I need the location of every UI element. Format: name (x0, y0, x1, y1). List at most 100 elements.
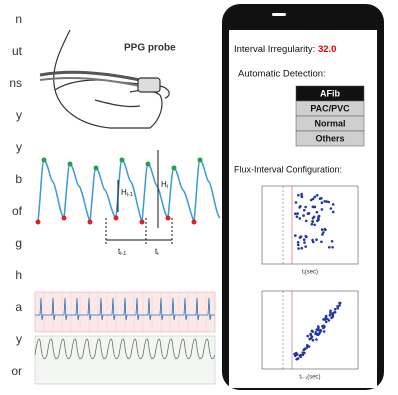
scatter-dot (297, 247, 300, 250)
scatter-dot (312, 240, 315, 244)
scatter-dot (325, 200, 328, 203)
ppg-strip-line (34, 338, 216, 360)
option-box (295, 130, 365, 147)
scatter-dot (306, 334, 310, 338)
annotation-label: ti-1 (118, 247, 126, 257)
option-label: PAC/PVC (310, 103, 350, 113)
scatter-dot (294, 201, 298, 204)
trough-dot (61, 215, 67, 221)
trough-dot (165, 215, 171, 221)
phone-screen (229, 30, 377, 388)
label-main: H (121, 188, 127, 197)
scatter-dot (300, 194, 304, 198)
option-label: AFib (320, 88, 340, 98)
peak-dot (119, 157, 125, 163)
scatter-plots: tᵢ(sec) tᵢ₋₁(sec) (261, 185, 359, 381)
scatter-dot (302, 209, 306, 212)
scatter-dot (297, 193, 300, 197)
scatter-dot (331, 203, 335, 206)
scatter-dot (315, 210, 319, 214)
scatter-dot (311, 220, 314, 223)
phone-speaker (272, 13, 286, 16)
scatter-dot (296, 241, 300, 244)
label-sub: i-1 (127, 192, 133, 198)
scatter-dot (303, 351, 306, 355)
scatter-dot (317, 214, 321, 218)
peak-dot (41, 157, 47, 163)
scatter-dot (307, 345, 311, 348)
scatter-dot (300, 246, 304, 250)
scatter-dot (331, 210, 335, 214)
peak-dot (197, 157, 203, 163)
trough-dot (35, 219, 41, 225)
ppg-line (37, 159, 221, 223)
scatter-dot (322, 324, 326, 328)
scatter-dot (315, 238, 318, 241)
irregularity: Interval Irregularity: 32.0 (234, 44, 336, 55)
trough-dot (113, 215, 119, 221)
scatter-dot (320, 240, 323, 244)
scatter-dot (330, 316, 333, 320)
text-fragment: y (16, 108, 22, 122)
label-main: t (155, 247, 158, 256)
scatter-dot (323, 200, 327, 203)
scatter-dot (329, 207, 333, 210)
label-sub: i-1 (120, 251, 126, 257)
scatter-dot (295, 215, 299, 218)
text-fragment: y (16, 140, 22, 154)
scatter-dot (332, 311, 335, 315)
scatter-dot (312, 215, 316, 219)
scatter-dot (309, 332, 312, 336)
ecg-strips (34, 291, 216, 385)
scatter-dot (299, 205, 302, 208)
scatter-dot (313, 195, 317, 199)
trough-dot (191, 219, 197, 225)
text-fragment: ns (9, 76, 22, 90)
scatter-dot (317, 218, 320, 222)
scatter-dot (294, 354, 297, 358)
scatter-dot (331, 246, 334, 249)
scatter-dot (315, 194, 319, 197)
text-fragment: ut (12, 44, 23, 58)
text-fragment: or (11, 364, 22, 378)
scatter-dot (315, 338, 318, 341)
scatter-dot (304, 245, 308, 248)
scatter-dot (327, 200, 331, 204)
scatter-dot (298, 354, 302, 358)
scatter-dot (302, 238, 306, 241)
label-sub: i (157, 251, 158, 257)
scatter-dot (314, 332, 318, 336)
scatter-dot (318, 197, 322, 200)
scatter-dot (330, 240, 334, 243)
plot-frame (261, 185, 359, 265)
annotation-label: ti (155, 247, 158, 257)
annotation-label: Hi (161, 180, 168, 190)
peak-dot (145, 161, 151, 167)
config-label: Flux-Interval Configuration: (234, 164, 342, 174)
scatter-dot (328, 246, 331, 249)
scatter-dot (294, 212, 297, 216)
probe-label: PPG probe (124, 43, 176, 54)
scatter-dot (333, 308, 337, 311)
scatter-dot (317, 326, 320, 330)
plot-frame (261, 290, 359, 370)
peak-dot (93, 165, 99, 171)
scatter-dot (295, 353, 299, 356)
label-sub: i (167, 184, 168, 190)
scatter-dot (300, 192, 303, 196)
scatter-dot (321, 233, 324, 236)
scatter-dot (304, 205, 307, 209)
detection-label: Automatic Detection: (238, 69, 326, 80)
scatter-dot (331, 313, 335, 317)
text-fragment: b (15, 172, 22, 186)
ecg-line (35, 297, 215, 321)
scatter-dot (296, 357, 300, 360)
scatter-dot (296, 212, 299, 215)
scatter-dot (310, 223, 314, 226)
scatter-dot (322, 231, 325, 234)
scatter-dot (326, 317, 329, 321)
options: AFib PAC/PVC Normal Others (295, 85, 365, 147)
scatter-dot (318, 330, 322, 334)
